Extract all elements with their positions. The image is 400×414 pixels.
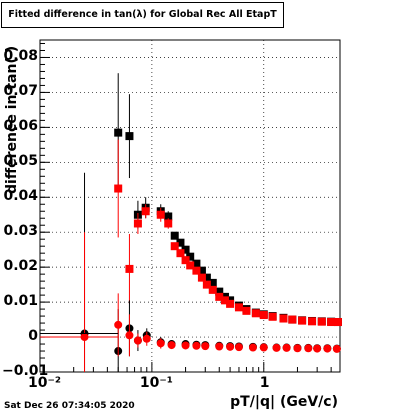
data-point-circle (192, 341, 201, 350)
data-point-circle (259, 343, 268, 352)
data-point-square (197, 266, 206, 275)
data-point-square (125, 264, 134, 273)
data-point-square (181, 245, 190, 254)
data-point-circle (226, 342, 235, 351)
y-tick-label: −0.01 (2, 363, 49, 379)
data-point-circle (282, 343, 291, 352)
data-point-square (114, 184, 123, 193)
data-point-circle (215, 342, 224, 351)
data-point-square (259, 311, 268, 320)
data-point-circle (323, 344, 332, 353)
data-point-square (176, 238, 185, 247)
timestamp: Sat Dec 26 07:34:05 2020 (4, 401, 135, 411)
y-tick-label: 0.04 (3, 188, 38, 205)
data-point-square (298, 316, 307, 325)
data-point-square (333, 318, 342, 327)
x-tick-label: 1 (259, 375, 270, 391)
data-point-circle (304, 344, 313, 353)
data-point-square (170, 231, 179, 240)
data-point-circle (114, 320, 123, 329)
data-point-square (164, 212, 173, 221)
data-point-circle (142, 334, 151, 343)
y-tick-label: 0.05 (3, 153, 38, 170)
y-tick-label: 0.01 (3, 293, 38, 310)
data-point-square (215, 292, 224, 301)
data-point-square (202, 273, 211, 282)
data-point-square (197, 273, 206, 282)
data-point-circle (248, 343, 257, 352)
data-point-square (215, 287, 224, 296)
data-point-circle (332, 344, 341, 353)
data-point-circle (167, 341, 176, 350)
data-point-circle (201, 342, 210, 351)
data-point-square (186, 252, 195, 261)
data-point-square (234, 303, 243, 312)
x-tick-label: 10⁻² (28, 375, 62, 391)
data-point-square (192, 259, 201, 268)
data-point-square (186, 261, 195, 270)
data-point-square (279, 314, 288, 323)
data-point-square (192, 266, 201, 275)
y-tick-label: 0.03 (3, 223, 38, 240)
data-point-square (308, 317, 317, 326)
data-point-square (181, 256, 190, 265)
data-point-square (268, 312, 277, 321)
data-point-circle (181, 341, 190, 350)
y-tick-label: 0.06 (3, 118, 38, 135)
y-tick-label: 0 (28, 328, 38, 345)
data-point-circle (125, 331, 134, 340)
data-point-square (141, 207, 150, 216)
data-point-square (170, 242, 179, 251)
data-point-square (317, 317, 326, 326)
data-point-square (164, 219, 173, 228)
data-point-square (220, 296, 229, 305)
data-point-square (288, 315, 297, 324)
data-point-square (208, 278, 217, 287)
x-axis-label: pT/|q| (GeV/c) (230, 394, 338, 410)
data-point-square (176, 249, 185, 258)
data-point-square (251, 309, 260, 318)
data-point-circle (156, 339, 165, 348)
y-tick-label: 0.08 (3, 48, 38, 65)
chart-title: Fitted difference in tan(λ) for Global R… (1, 2, 284, 28)
data-point-square (202, 280, 211, 289)
y-tick-label: 0.02 (3, 258, 38, 275)
data-point-circle (133, 336, 142, 345)
data-point-square (208, 285, 217, 294)
x-tick-label: 10⁻¹ (139, 375, 173, 391)
data-point-circle (234, 343, 243, 352)
data-point-square (125, 132, 134, 141)
data-point-square (242, 306, 251, 315)
data-point-square (327, 318, 336, 327)
data-point-square (226, 299, 235, 308)
data-point-square (156, 210, 165, 219)
data-point-circle (272, 343, 281, 352)
data-point-square (114, 128, 123, 137)
y-tick-label: 0.07 (3, 83, 38, 100)
data-point-circle (293, 344, 302, 353)
data-point-square (133, 219, 142, 228)
data-point-circle (313, 344, 322, 353)
